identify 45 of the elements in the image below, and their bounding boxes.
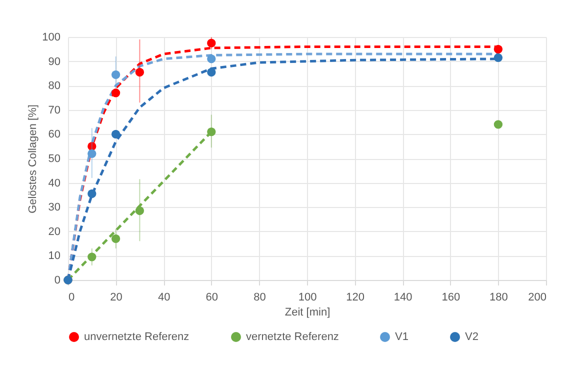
y-tick-label: 30: [48, 202, 60, 214]
y-axis-title: Gelöstes Collagen [%]: [27, 104, 40, 214]
x-tick-label: 200: [528, 292, 546, 304]
point: [88, 149, 96, 158]
y-tick-label: 40: [48, 177, 60, 190]
point: [135, 206, 144, 216]
point: [88, 142, 96, 151]
point: [88, 252, 96, 262]
x-tick-label: 160: [442, 292, 460, 304]
point: [111, 234, 120, 244]
legend-label: V2: [465, 331, 478, 343]
x-tick-label: 180: [490, 292, 508, 304]
point: [207, 127, 216, 136]
y-tick-label: 80: [48, 80, 60, 92]
x-tick-label: 20: [110, 292, 122, 304]
point: [135, 68, 144, 77]
y-tick-label: 70: [48, 104, 60, 116]
point: [111, 88, 120, 98]
point: [88, 189, 96, 198]
x-axis-title: Zeit [min]: [284, 306, 330, 318]
x-tick-label: 40: [158, 292, 170, 304]
point: [207, 68, 216, 77]
point: [111, 70, 120, 79]
x-tick-label: 0: [68, 292, 75, 304]
y-tick-label: 50: [48, 153, 60, 165]
y-tick-label: 60: [48, 128, 60, 141]
legend-label: vernetzte Referenz: [246, 331, 339, 343]
x-tick-label: 140: [394, 292, 412, 304]
x-tick-label: 60: [206, 292, 218, 304]
point: [494, 120, 503, 129]
y-tick-label: 10: [48, 250, 60, 262]
x-tick-label: 80: [254, 292, 266, 304]
x-tick-label: 120: [346, 292, 364, 304]
y-tick-label: 100: [42, 32, 60, 44]
point: [494, 44, 503, 54]
y-tick-label: 20: [48, 226, 60, 238]
legend-label: V1: [395, 331, 408, 343]
legend-label: unvernetzte Referenz: [84, 331, 190, 343]
x-tick-label: 100: [298, 292, 317, 304]
y-tick-label: 0: [54, 274, 60, 286]
point: [111, 130, 120, 139]
point: [494, 53, 503, 62]
point: [207, 38, 216, 48]
y-tick-label: 90: [48, 56, 60, 68]
point: [207, 54, 216, 64]
